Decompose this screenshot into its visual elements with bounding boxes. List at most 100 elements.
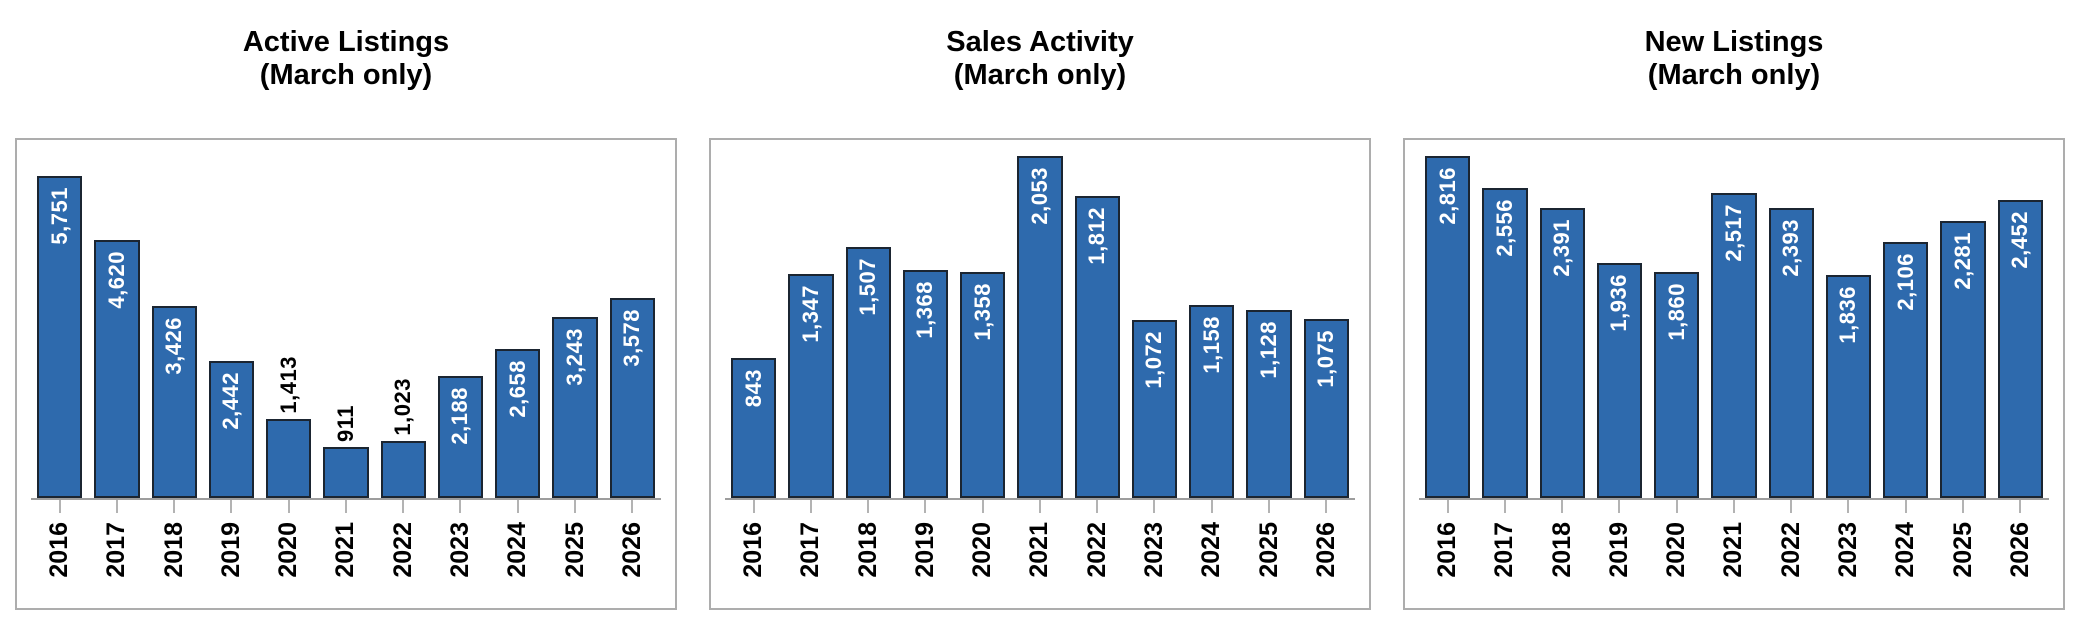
bar-slot-2026: 2,452 bbox=[1992, 140, 2049, 498]
x-axis-category-2025: 2025 bbox=[1240, 500, 1297, 578]
bar-slot-2025: 3,243 bbox=[546, 140, 603, 498]
x-axis-label-2019: 2019 bbox=[1604, 522, 1633, 578]
x-axis-category-2018: 2018 bbox=[146, 500, 203, 578]
bar-slot-2023: 1,836 bbox=[1820, 140, 1877, 498]
axis-tick bbox=[516, 500, 519, 513]
chart-title: Active Listings (March only) bbox=[15, 26, 677, 94]
bar-value-label-2022: 1,812 bbox=[1084, 207, 1110, 265]
bar-value-label-2025: 3,243 bbox=[562, 327, 588, 386]
bar-2025: 1,128 bbox=[1246, 310, 1292, 498]
bar-2022: 1,023 bbox=[380, 378, 426, 498]
x-axis-category-2017: 2017 bbox=[1476, 500, 1533, 578]
x-axis-label-2024: 2024 bbox=[1197, 522, 1226, 578]
bar-value-label-2020: 1,860 bbox=[1663, 283, 1689, 341]
bar-value-label-2024: 1,158 bbox=[1198, 316, 1224, 374]
bar-2017: 1,347 bbox=[788, 273, 834, 498]
bar-2026: 3,578 bbox=[609, 297, 655, 498]
bar-slot-2021: 2,517 bbox=[1705, 140, 1762, 498]
x-axis-label-2026: 2026 bbox=[617, 522, 646, 578]
x-axis-category-2018: 2018 bbox=[840, 500, 897, 578]
bar-2021: 2,053 bbox=[1017, 156, 1063, 498]
x-axis-label-2017: 2017 bbox=[1490, 522, 1519, 578]
bar-value-label-2026: 3,578 bbox=[619, 308, 645, 367]
x-axis-category-2026: 2026 bbox=[604, 500, 661, 578]
x-axis-category-2022: 2022 bbox=[1763, 500, 1820, 578]
bar-2016: 843 bbox=[731, 357, 777, 498]
bar-2025: 3,243 bbox=[552, 316, 598, 498]
bar-value-label-2019: 2,442 bbox=[218, 372, 244, 430]
x-axis-label-2017: 2017 bbox=[102, 522, 131, 578]
x-axis-label-2026: 2026 bbox=[2005, 522, 2034, 578]
bar-value-label-2023: 2,188 bbox=[447, 386, 473, 445]
x-axis-category-2020: 2020 bbox=[260, 500, 317, 578]
bar-value-label-2019: 1,936 bbox=[1606, 274, 1632, 332]
bar-slot-2022: 1,023 bbox=[375, 140, 432, 498]
x-axis-category-2017: 2017 bbox=[782, 500, 839, 578]
axis-tick bbox=[809, 500, 812, 513]
bar-2017: 4,620 bbox=[94, 239, 140, 498]
charts-row: Active Listings (March only) 5,751 4,620 3… bbox=[15, 26, 2065, 610]
bar-2018: 1,507 bbox=[845, 247, 891, 498]
bar-2017: 2,556 bbox=[1482, 187, 1528, 498]
chart-panel: 5,751 4,620 3,426 2,442 1,413 911 1,023 2,188 2,… bbox=[15, 138, 677, 610]
x-axis-label-2018: 2018 bbox=[159, 522, 188, 578]
bar-slot-2016: 5,751 bbox=[31, 140, 88, 498]
x-axis-label-2020: 2020 bbox=[274, 522, 303, 578]
x-axis-category-2019: 2019 bbox=[897, 500, 954, 578]
bar-value-label-2024: 2,658 bbox=[504, 360, 530, 418]
bar-value-label-2019: 1,368 bbox=[912, 281, 938, 339]
bar-slot-2016: 2,816 bbox=[1419, 140, 1476, 498]
x-axis-category-2017: 2017 bbox=[88, 500, 145, 578]
bar-2019: 1,936 bbox=[1596, 263, 1643, 498]
bar-value-label-2025: 2,281 bbox=[1950, 232, 1976, 290]
bar-slot-2021: 911 bbox=[317, 140, 374, 498]
bar-slot-2017: 1,347 bbox=[782, 140, 839, 498]
x-axis-label-2026: 2026 bbox=[1311, 522, 1340, 578]
x-axis-category-2021: 2021 bbox=[317, 500, 374, 578]
bar-2016: 5,751 bbox=[37, 176, 83, 498]
axis-tick bbox=[1446, 500, 1449, 513]
bar-slot-2019: 1,368 bbox=[897, 140, 954, 498]
x-axis-label-2016: 2016 bbox=[1433, 522, 1462, 578]
bar-slot-2018: 1,507 bbox=[840, 140, 897, 498]
chart-title-line1: New Listings bbox=[1644, 26, 1824, 58]
x-axis-category-2023: 2023 bbox=[1820, 500, 1877, 578]
bar-slot-2022: 1,812 bbox=[1069, 140, 1126, 498]
x-axis-category-2026: 2026 bbox=[1992, 500, 2049, 578]
bar-2020: 1,358 bbox=[960, 271, 1006, 498]
x-axis-label-2018: 2018 bbox=[1547, 522, 1576, 578]
x-axis-category-2025: 2025 bbox=[546, 500, 603, 578]
x-axis-label-2023: 2023 bbox=[1833, 522, 1862, 578]
x-axis-label-2023: 2023 bbox=[1139, 522, 1168, 578]
bar-value-label-2021: 911 bbox=[332, 405, 358, 443]
bar-slot-2017: 2,556 bbox=[1476, 140, 1533, 498]
x-axis-category-2024: 2024 bbox=[1183, 500, 1240, 578]
sales-activity-chart: Sales Activity (March only) 843 1,347 1,50… bbox=[709, 26, 1371, 610]
x-axis-category-2023: 2023 bbox=[1126, 500, 1183, 578]
axis-tick bbox=[1904, 500, 1907, 513]
axis-tick bbox=[173, 500, 176, 513]
axis-tick bbox=[115, 500, 118, 513]
bar-value-label-2020: 1,413 bbox=[275, 356, 301, 414]
x-axis-category-2025: 2025 bbox=[1934, 500, 1991, 578]
axis-tick bbox=[287, 500, 290, 513]
x-axis-label-2016: 2016 bbox=[45, 522, 74, 578]
x-axis-label-2021: 2021 bbox=[331, 522, 360, 578]
x-axis-label-2018: 2018 bbox=[853, 522, 882, 578]
bar-slot-2020: 1,358 bbox=[954, 140, 1011, 498]
bar-2022: 1,812 bbox=[1074, 196, 1120, 498]
axis-tick bbox=[867, 500, 870, 513]
axis-tick bbox=[981, 500, 984, 513]
axis-tick bbox=[1675, 500, 1678, 513]
new-listings-chart: New Listings (March only) 2,816 2,556 2,39… bbox=[1403, 26, 2065, 610]
x-axis-category-2016: 2016 bbox=[725, 500, 782, 578]
bar-2016: 2,816 bbox=[1425, 156, 1471, 498]
x-axis-label-2019: 2019 bbox=[910, 522, 939, 578]
bar-value-label-2024: 2,106 bbox=[1892, 253, 1918, 311]
x-axis-category-2023: 2023 bbox=[432, 500, 489, 578]
bar-2024: 1,158 bbox=[1189, 305, 1235, 498]
bar-value-label-2026: 1,075 bbox=[1313, 330, 1339, 388]
x-axis-category-2019: 2019 bbox=[203, 500, 260, 578]
bar-value-label-2023: 1,072 bbox=[1141, 330, 1167, 389]
bar-2021: 2,517 bbox=[1711, 192, 1757, 498]
